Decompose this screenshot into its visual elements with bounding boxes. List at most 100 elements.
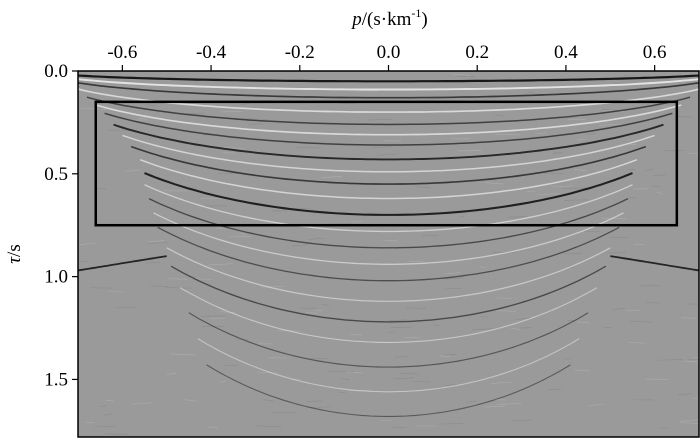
texture-streak (681, 317, 697, 319)
texture-streak (551, 185, 573, 188)
texture-streak (168, 278, 188, 280)
y-axis-title: τ/s (4, 244, 25, 264)
texture-streak (440, 355, 450, 357)
texture-streak (507, 216, 528, 218)
texture-streak (658, 359, 684, 361)
texture-streak (445, 383, 458, 387)
texture-streak (612, 308, 625, 310)
reflection-event (197, 338, 580, 393)
texture-streak (391, 426, 407, 429)
reflection-event (153, 212, 624, 265)
reflection-event (78, 74, 699, 83)
texture-streak (510, 328, 521, 330)
texture-streak (99, 405, 107, 407)
reflection-event (179, 287, 598, 343)
texture-streak (452, 73, 471, 76)
x-tick-label: 0.4 (554, 42, 578, 63)
texture-streak (496, 297, 512, 299)
texture-streak (146, 261, 161, 264)
texture-streak (675, 116, 694, 118)
highlight-box (94, 100, 679, 227)
texture-streak (494, 114, 505, 117)
texture-streak (138, 117, 147, 120)
reflection-event (144, 172, 633, 216)
y-axis-ticks: 0.0 0.5 1.0 1.5 (44, 61, 78, 390)
reflection-event (206, 364, 571, 417)
texture-streak (628, 342, 646, 344)
texture-streak (308, 237, 325, 240)
texture-streak (394, 356, 409, 358)
texture-streak (606, 251, 627, 254)
texture-streak (444, 277, 464, 280)
texture-streak (577, 321, 590, 324)
x-axis-title: p/(s·km-1) (350, 6, 427, 30)
texture-streak (588, 404, 604, 406)
texture-streak (146, 240, 165, 243)
reflection-event (86, 96, 691, 126)
texture-streak (345, 371, 363, 374)
reflection-event (78, 81, 699, 99)
texture-streak (368, 119, 392, 121)
texture-streak (480, 315, 490, 318)
y-tick-label: 1.5 (44, 369, 68, 390)
texture-streak (124, 169, 141, 172)
texture-streak (534, 132, 548, 135)
texture-streak (406, 307, 426, 309)
texture-streak (444, 354, 456, 356)
texture-streak (519, 327, 533, 329)
texture-streak (388, 319, 406, 322)
texture-streak (393, 377, 414, 380)
texture-streak (484, 182, 504, 185)
texture-streak (574, 169, 587, 171)
texture-streak (210, 317, 226, 319)
texture-streak (693, 357, 699, 359)
texture-streak (384, 140, 402, 142)
flank-event (610, 255, 699, 272)
texture-streak (348, 389, 372, 391)
texture-streak (495, 310, 517, 312)
texture-streak (609, 236, 629, 238)
flank-event (78, 255, 167, 272)
texture-streak (341, 378, 350, 381)
x-tick-label: 0.6 (643, 42, 667, 63)
texture-streak (537, 193, 560, 195)
texture-streak (528, 91, 535, 94)
texture-streak (105, 433, 128, 436)
texture-streak (321, 176, 343, 178)
texture-streak (349, 334, 362, 336)
reflection-event (139, 158, 638, 200)
reflection-event (78, 78, 699, 91)
texture-streak (624, 75, 637, 77)
texture-streak (587, 133, 597, 135)
texture-streak (645, 378, 669, 380)
texture-streak (229, 236, 252, 238)
x-tick-label: 0.0 (377, 42, 401, 63)
texture-streak (630, 320, 652, 323)
texture-streak (599, 123, 622, 126)
texture-streak (403, 336, 421, 339)
texture-streak (263, 399, 274, 402)
texture-streak (256, 425, 282, 428)
texture-streak (337, 391, 346, 394)
x-axis-ticks: -0.6 -0.4 -0.2 0.0 0.2 0.4 0.6 (107, 42, 667, 71)
texture-streak (656, 192, 664, 194)
texture-streak (79, 242, 96, 245)
texture-streak (457, 149, 482, 152)
texture-streak (261, 285, 285, 288)
texture-streak (684, 360, 699, 363)
reflection-event (95, 104, 682, 136)
texture-streak (412, 381, 431, 383)
reflection-event (170, 265, 607, 323)
texture-streak (220, 380, 227, 383)
texture-streak (184, 399, 197, 402)
texture-streak (527, 191, 536, 193)
y-tick-label: 1.0 (44, 267, 68, 288)
texture-streak (472, 328, 493, 330)
texture-streak (240, 103, 250, 105)
x-tick-label: -0.2 (285, 42, 315, 63)
texture-streak (553, 151, 563, 154)
texture-streak (458, 215, 465, 218)
texture-streak (496, 133, 520, 136)
texture-streak (388, 331, 395, 333)
texture-streak (150, 285, 168, 288)
